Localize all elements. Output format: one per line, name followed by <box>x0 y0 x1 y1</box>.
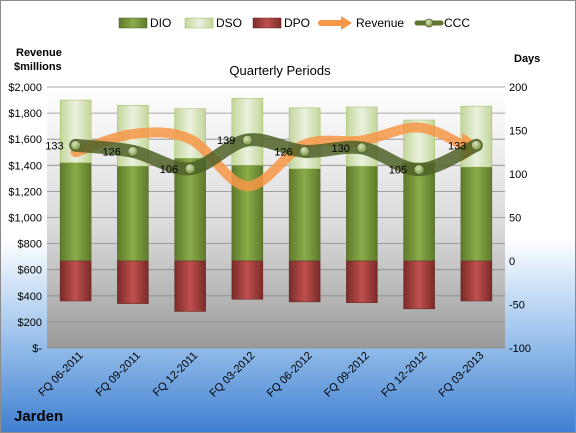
legend-swatch-dpo <box>252 17 282 29</box>
legend-swatch-dso <box>184 17 214 29</box>
left-tick-label: $400 <box>18 291 42 303</box>
right-axis-label: Days <box>514 53 540 65</box>
legend-label-dpo: DPO <box>284 16 310 30</box>
right-tick-label: 0 <box>509 256 515 268</box>
left-axis-label-line1: Revenue <box>16 47 62 59</box>
ccc-data-label: 133 <box>45 140 63 152</box>
legend-label-ccc: CCC <box>444 16 470 30</box>
bar-dso <box>231 98 264 166</box>
right-tick-label: 200 <box>509 82 527 94</box>
ccc-point <box>184 163 196 175</box>
bar-dio <box>403 162 435 262</box>
bar-dio <box>174 158 206 262</box>
left-tick-label: $800 <box>18 239 42 251</box>
bar-dio <box>59 162 92 262</box>
right-axis-ticks: -100 -50 0 50 100 150 200 <box>509 82 531 355</box>
bar-dpo <box>174 260 206 312</box>
ccc-point <box>413 164 425 176</box>
left-tick-label: $1,000 <box>8 213 42 225</box>
revenue-line <box>70 122 472 192</box>
right-tick-label: -100 <box>509 343 531 355</box>
left-axis-ticks: $- $200 $400 $600 $800 $1,000 $1,200 $1,400 $1,6… <box>8 82 42 355</box>
bar-dpo <box>460 260 493 302</box>
ccc-data-label: 126 <box>103 146 121 158</box>
bar-dio <box>117 165 149 262</box>
ccc-data-label: 106 <box>160 164 178 176</box>
right-tick-label: 50 <box>509 213 521 225</box>
chart-title: Quarterly Periods <box>229 63 331 78</box>
ccc-series: 133 126 106 139 126 130 105 133 <box>45 133 483 177</box>
legend-label-dso: DSO <box>216 16 242 30</box>
bar-dpo <box>231 260 264 300</box>
ccc-data-label: 130 <box>332 143 350 155</box>
bar-dpo <box>117 260 149 304</box>
left-tick-label: $1,400 <box>8 160 42 172</box>
bar-dpo <box>346 260 378 304</box>
legend: DIO DSO DPO Revenue CCC <box>118 16 470 30</box>
legend-arrow-revenue <box>341 16 352 30</box>
left-tick-label: $200 <box>18 317 42 329</box>
ccc-point <box>356 142 368 154</box>
ccc-data-label: 133 <box>448 140 466 152</box>
company-name: Jarden <box>14 408 63 425</box>
ccc-point <box>70 139 82 151</box>
ccc-data-label: 126 <box>274 146 292 158</box>
bars-layer <box>59 98 493 312</box>
right-tick-label: 100 <box>509 169 527 181</box>
left-tick-label: $- <box>32 343 42 355</box>
legend-label-dio: DIO <box>150 16 171 30</box>
ccc-point <box>470 139 482 151</box>
left-axis-label-line2: $millions <box>14 61 62 73</box>
bar-dpo <box>59 260 92 302</box>
bar-dio <box>460 166 493 262</box>
legend-marker-ccc <box>424 18 434 28</box>
right-tick-label: 150 <box>509 126 527 138</box>
legend-swatch-dio <box>118 17 148 29</box>
left-tick-label: $2,000 <box>8 82 42 94</box>
left-tick-label: $1,600 <box>8 134 42 146</box>
ccc-point <box>241 134 253 146</box>
legend-label-revenue: Revenue <box>356 16 404 30</box>
right-tick-label: -50 <box>509 300 525 312</box>
bar-dio <box>346 165 378 262</box>
ccc-point <box>127 145 139 157</box>
ccc-point <box>299 145 311 157</box>
left-tick-label: $1,200 <box>8 186 42 198</box>
bar-dio <box>288 168 321 262</box>
left-tick-label: $1,800 <box>8 108 42 120</box>
ccc-data-label: 139 <box>217 135 235 147</box>
bar-dpo <box>288 260 321 303</box>
left-tick-label: $600 <box>18 265 42 277</box>
ccc-data-label: 105 <box>389 165 407 177</box>
bar-dpo <box>403 260 435 310</box>
